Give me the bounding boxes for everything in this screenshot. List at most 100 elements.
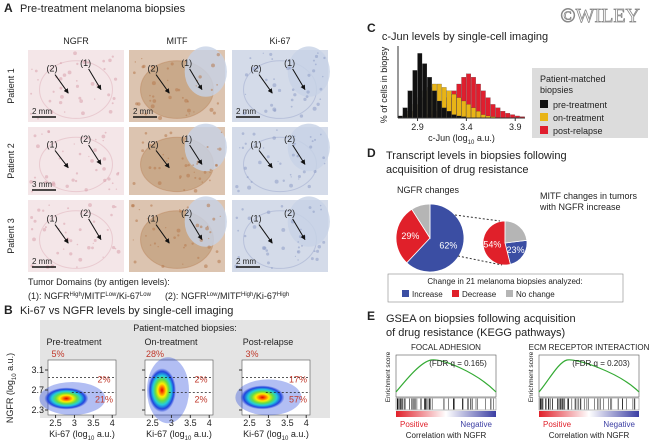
tissue-region	[287, 123, 330, 172]
cell-stain	[150, 104, 155, 109]
scale-label: 2 mm	[32, 107, 52, 116]
x-tick-label: 2.9	[411, 122, 424, 132]
cell-stain	[56, 251, 60, 255]
cell-stain	[167, 157, 170, 160]
cell-stain	[145, 234, 147, 237]
cell-stain	[208, 237, 210, 240]
arrow	[189, 218, 203, 241]
cell-stain	[262, 246, 266, 250]
pie-label: 29%	[401, 231, 419, 241]
cell-stain	[165, 160, 168, 162]
cell-stain	[158, 166, 161, 170]
cell-stain	[184, 164, 188, 168]
cell-stain	[179, 209, 182, 213]
cell-stain	[69, 252, 73, 256]
correlation-gradient	[396, 411, 496, 417]
cell-stain	[65, 184, 69, 189]
cell-stain	[179, 175, 182, 178]
cell-stain	[141, 141, 145, 144]
scale-label: 2 mm	[236, 257, 256, 266]
cell-stain	[305, 95, 309, 99]
cell-stain	[73, 51, 77, 56]
cell-stain	[297, 259, 299, 261]
enrichment-curve	[538, 359, 640, 393]
text-part: a.u.)	[5, 353, 15, 374]
text-part: Ki-67 (log	[243, 429, 282, 439]
cell-stain	[173, 236, 176, 240]
arrow	[258, 74, 273, 94]
arrow	[292, 68, 306, 91]
cell-stain	[146, 218, 149, 220]
legend-title: Patient-matched	[540, 74, 606, 84]
pie-label: 62%	[439, 240, 457, 250]
cell-stain	[111, 182, 114, 185]
cell-stain	[316, 102, 320, 106]
cell-stain	[317, 52, 319, 54]
cell-stain	[34, 69, 38, 73]
cell-stain	[87, 246, 91, 250]
pie-slice	[482, 220, 511, 266]
cell-stain	[30, 228, 34, 231]
y-axis-label: Enrichment score	[528, 351, 535, 402]
arrow	[155, 224, 170, 244]
cell-stain	[209, 107, 214, 112]
x-tick-label: 3	[72, 418, 77, 428]
pie-slice	[395, 208, 431, 264]
cell-stain	[63, 111, 66, 113]
cell-stain	[131, 204, 135, 208]
cell-stain	[150, 204, 153, 207]
cell-stain	[116, 249, 121, 254]
cell-stain	[80, 212, 83, 215]
x-axis-label: Ki-67 (log10 a.u.)	[243, 429, 309, 442]
cell-stain	[289, 183, 293, 188]
cell-stain	[32, 237, 36, 242]
cell-stain	[308, 206, 312, 210]
cell-stain	[235, 184, 239, 189]
legend-title: biopsies	[540, 85, 574, 95]
cell-stain	[273, 109, 277, 112]
cell-stain	[37, 208, 41, 212]
cell-stain	[148, 166, 152, 170]
cell-stain	[115, 188, 118, 190]
cell-stain	[216, 148, 219, 150]
arrow	[189, 68, 203, 91]
cell-stain	[299, 114, 304, 118]
cell-stain	[165, 227, 167, 229]
cell-stain	[161, 264, 165, 268]
cell-stain	[293, 135, 296, 138]
cell-stain	[29, 180, 33, 184]
cell-stain	[134, 61, 137, 63]
text-part: a.u.)	[474, 133, 495, 143]
cell-stain	[153, 166, 157, 170]
cell-stain	[197, 256, 200, 260]
arrow	[292, 144, 306, 165]
quadrant-percent: 57%	[289, 395, 307, 405]
domain-annotation: (1)	[284, 58, 295, 68]
cell-stain	[71, 178, 75, 182]
cell-stain	[158, 116, 163, 121]
cell-stain	[188, 113, 190, 115]
cell-stain	[86, 61, 90, 64]
cell-stain	[216, 83, 218, 86]
tissue-region	[39, 60, 113, 119]
histogram-bar	[461, 100, 467, 119]
histogram-bar	[432, 90, 437, 119]
arrow	[155, 74, 170, 94]
cell-stain	[149, 94, 151, 97]
cell-stain	[266, 155, 270, 159]
domain-annotation: (1)	[47, 139, 58, 149]
cell-stain	[62, 248, 65, 250]
histogram-bar	[495, 107, 501, 119]
cell-stain	[117, 171, 120, 174]
x-tick-label: 3.9	[509, 122, 522, 132]
scale-label: 2 mm	[133, 107, 153, 116]
cell-stain	[319, 87, 323, 91]
antigen: NGFR	[44, 291, 70, 301]
cell-stain	[33, 219, 37, 223]
histogram-bar	[485, 97, 491, 119]
cell-stain	[290, 176, 292, 178]
cell-stain	[192, 164, 195, 167]
cell-stain	[132, 71, 136, 75]
cell-stain	[317, 244, 322, 249]
cell-stain	[141, 65, 145, 69]
